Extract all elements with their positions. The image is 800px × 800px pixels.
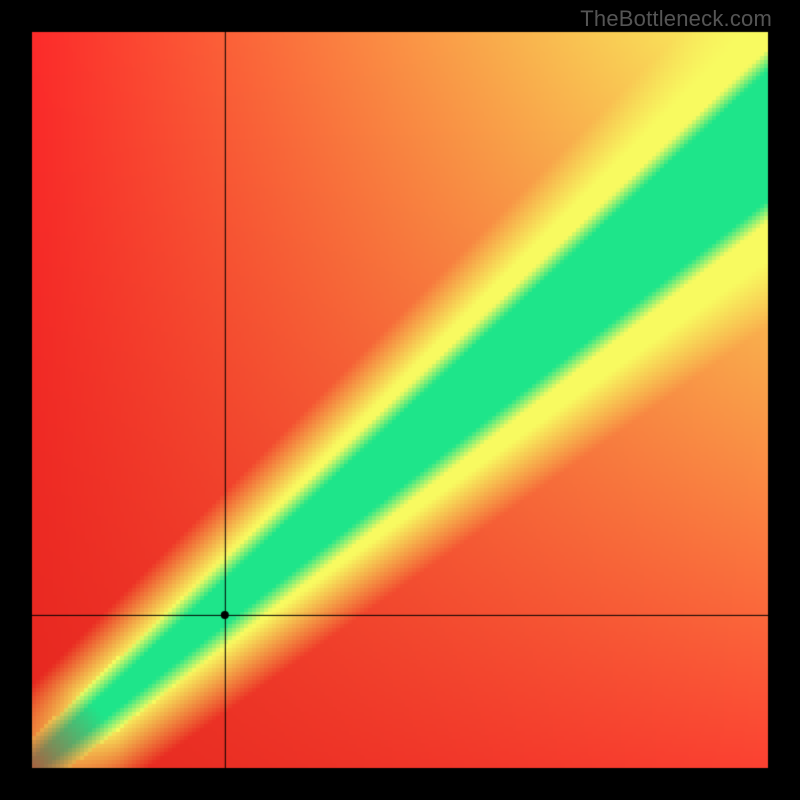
- bottleneck-heatmap: [0, 0, 800, 800]
- watermark-label: TheBottleneck.com: [580, 6, 772, 32]
